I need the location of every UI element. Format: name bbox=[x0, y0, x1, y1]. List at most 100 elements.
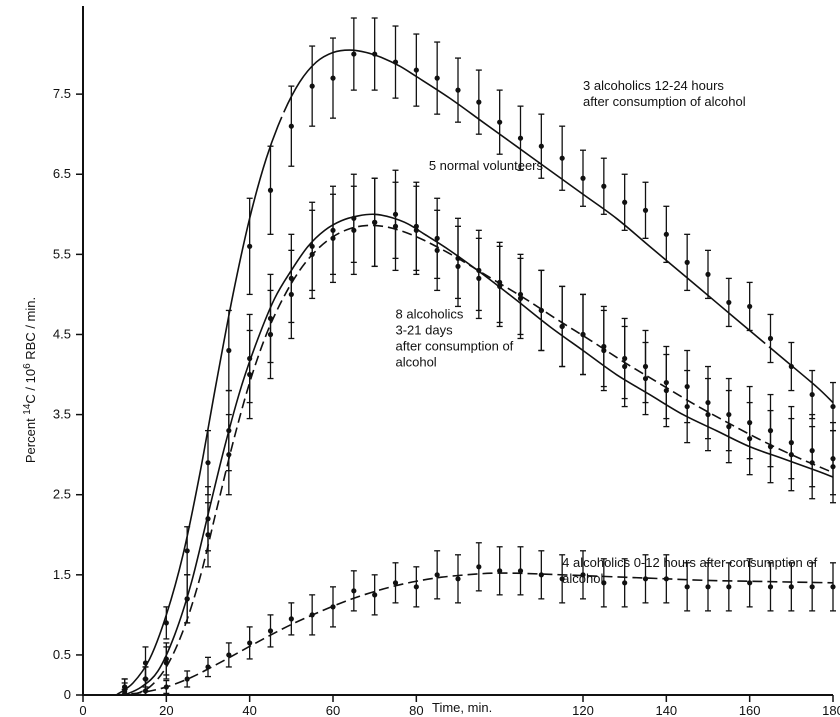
x-tick-label: 40 bbox=[242, 703, 256, 717]
annotation-line: alcohol bbox=[562, 571, 603, 586]
data-point bbox=[267, 315, 274, 322]
y-axis-title-superscript: 6 bbox=[22, 363, 33, 369]
data-point bbox=[330, 235, 336, 241]
data-point bbox=[184, 596, 190, 602]
y-tick-label: 0 bbox=[64, 687, 71, 702]
data-point bbox=[142, 688, 149, 694]
data-point bbox=[226, 347, 232, 354]
data-point bbox=[163, 684, 169, 690]
series-2 bbox=[121, 177, 836, 696]
data-point bbox=[538, 143, 544, 149]
data-point bbox=[476, 564, 482, 570]
data-point bbox=[226, 452, 232, 458]
annotation-0: 3 alcoholics 12-24 hours after consumptio… bbox=[583, 78, 746, 109]
data-point bbox=[642, 207, 649, 213]
data-point bbox=[330, 75, 336, 81]
y-tick-label: 0.5 bbox=[53, 647, 71, 662]
data-point bbox=[663, 379, 669, 386]
data-point bbox=[122, 690, 128, 696]
x-tick-label: 80 bbox=[409, 703, 423, 717]
data-point bbox=[267, 628, 274, 634]
data-point bbox=[809, 584, 815, 590]
annotation-line: 3-21 days bbox=[396, 322, 454, 337]
data-point bbox=[622, 199, 628, 205]
series-fit-line bbox=[132, 224, 834, 696]
data-point bbox=[247, 243, 253, 249]
x-tick-label: 160 bbox=[739, 703, 761, 717]
data-point bbox=[288, 123, 294, 129]
data-point bbox=[580, 175, 586, 181]
data-point bbox=[309, 83, 315, 89]
data-point bbox=[372, 219, 378, 225]
annotation-line: alcohol bbox=[396, 354, 437, 369]
annotation-text: 8 alcoholics 3-21 days after consumption o… bbox=[396, 306, 514, 369]
data-point bbox=[247, 640, 253, 646]
x-tick-label: 180 bbox=[822, 703, 840, 717]
data-point bbox=[684, 584, 690, 590]
data-point bbox=[705, 271, 711, 277]
annotation-line: 8 alcoholics bbox=[396, 306, 464, 321]
y-tick-label: 4.5 bbox=[53, 326, 71, 341]
x-tick-label: 60 bbox=[326, 703, 340, 717]
y-tick-label: 6.5 bbox=[53, 166, 71, 181]
annotations: 3 alcoholics 12-24 hours after consumptio… bbox=[396, 78, 818, 586]
data-point bbox=[726, 411, 732, 418]
data-point bbox=[559, 155, 565, 161]
y-axis-title-superscript: 14 bbox=[22, 403, 33, 415]
data-point bbox=[476, 275, 482, 281]
data-point bbox=[455, 576, 461, 582]
data-point bbox=[726, 584, 732, 590]
data-point bbox=[601, 343, 607, 350]
annotation-text: 3 alcoholics 12-24 hours after consumptio… bbox=[583, 78, 746, 109]
data-point bbox=[642, 576, 649, 582]
data-point bbox=[142, 660, 149, 666]
data-point bbox=[434, 572, 440, 578]
data-point bbox=[830, 584, 836, 590]
data-point bbox=[205, 532, 211, 538]
data-point bbox=[455, 87, 461, 93]
data-point bbox=[830, 403, 836, 410]
data-point bbox=[184, 676, 190, 682]
data-point bbox=[247, 355, 253, 362]
y-tick-label: 7.5 bbox=[53, 86, 71, 101]
x-tick-label: 120 bbox=[572, 703, 594, 717]
data-point bbox=[747, 420, 753, 426]
annotation-line: 5 normal volunteers bbox=[429, 158, 544, 173]
data-point bbox=[601, 580, 607, 586]
data-point bbox=[767, 584, 774, 590]
x-tick-label: 20 bbox=[159, 703, 173, 717]
data-point bbox=[351, 51, 357, 57]
data-point bbox=[205, 664, 211, 670]
data-point bbox=[788, 584, 794, 590]
data-point bbox=[288, 275, 294, 281]
y-axis-title-part: Percent bbox=[23, 415, 38, 463]
y-tick-label: 3.5 bbox=[53, 407, 71, 422]
annotation-1: 5 normal volunteers bbox=[429, 158, 544, 173]
data-point bbox=[434, 75, 440, 81]
data-point bbox=[726, 299, 732, 306]
data-point bbox=[205, 460, 211, 466]
annotation-line: 3 alcoholics 12-24 hours bbox=[583, 78, 724, 93]
data-point bbox=[413, 584, 419, 590]
data-point bbox=[830, 456, 836, 462]
series-layer bbox=[115, 17, 836, 696]
annotation-line: 4 alcoholics 0-12 hours after consumptio… bbox=[562, 555, 817, 570]
y-axis-title: Percent 14C / 106 RBC / min. bbox=[22, 297, 39, 463]
data-point bbox=[517, 135, 524, 141]
data-point bbox=[601, 183, 607, 189]
data-point bbox=[497, 119, 503, 125]
data-point bbox=[705, 399, 711, 406]
data-point bbox=[767, 428, 774, 434]
data-point bbox=[788, 363, 794, 370]
data-point bbox=[372, 592, 378, 598]
data-point bbox=[497, 568, 503, 574]
data-point bbox=[122, 684, 128, 690]
svg-text:Percent 14C / 106 RBC / min.: Percent 14C / 106 RBC / min. bbox=[22, 297, 39, 463]
data-point bbox=[538, 307, 544, 314]
y-axis-title-part: C / 10 bbox=[23, 369, 38, 404]
data-point bbox=[684, 259, 690, 265]
data-point bbox=[434, 247, 440, 253]
data-point bbox=[309, 251, 315, 257]
series-fit-line bbox=[115, 49, 834, 696]
